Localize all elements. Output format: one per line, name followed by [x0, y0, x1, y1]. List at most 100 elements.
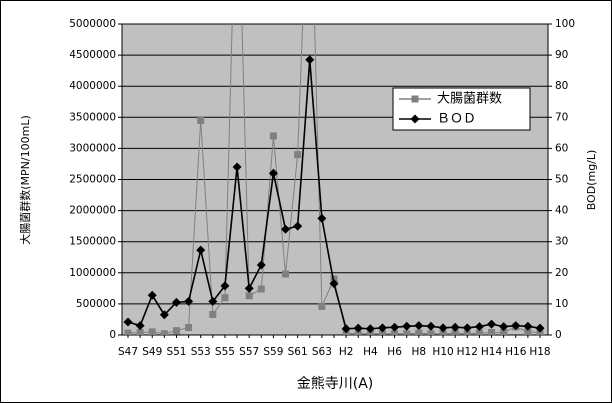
marker: [524, 328, 532, 335]
marker: [488, 329, 496, 335]
marker: [135, 321, 145, 331]
x-tick-label: S53: [191, 346, 211, 358]
y-tick-label: 1500000: [69, 236, 116, 248]
marker: [463, 330, 471, 335]
marker: [221, 294, 229, 302]
marker: [427, 330, 435, 335]
marker: [160, 330, 168, 335]
y2-tick-label: 70: [555, 111, 568, 123]
marker: [438, 323, 448, 333]
marker: [390, 322, 400, 332]
y-tick-label: 5000000: [69, 18, 116, 30]
x-tick-label: H14: [481, 346, 503, 358]
marker: [500, 329, 508, 335]
y-tick-label: 2000000: [69, 205, 116, 217]
marker: [197, 116, 205, 124]
y2-tick-label: 50: [555, 174, 568, 186]
marker: [294, 151, 302, 159]
marker: [159, 310, 169, 320]
x-tick-label: H4: [363, 346, 378, 358]
x-tick-label: S55: [215, 346, 235, 358]
x-tick-label: H10: [432, 346, 453, 358]
x-tick-label: H16: [505, 346, 527, 358]
marker: [414, 321, 424, 331]
marker: [318, 302, 326, 310]
marker: [305, 55, 315, 65]
marker: [196, 245, 206, 255]
y2-tick-label: 10: [555, 298, 568, 310]
y2-axis-title: BOD(mg/L): [585, 150, 598, 211]
marker: [462, 323, 472, 333]
marker: [184, 296, 194, 306]
marker: [415, 329, 423, 335]
marker: [269, 132, 277, 140]
marker: [281, 224, 291, 234]
marker: [171, 297, 181, 307]
marker: [341, 324, 351, 334]
marker: [511, 321, 521, 331]
marker: [402, 321, 412, 331]
marker: [232, 162, 242, 172]
marker: [330, 275, 338, 283]
marker: [377, 323, 387, 333]
legend-marker: [410, 114, 420, 124]
x-tick-label: S63: [312, 346, 332, 358]
y-tick-label: 0: [109, 329, 116, 341]
marker: [317, 213, 327, 223]
marker: [293, 221, 303, 231]
x-tick-label: S49: [142, 346, 162, 358]
marker: [257, 285, 265, 293]
x-tick-label: S51: [166, 346, 186, 358]
marker: [439, 330, 447, 335]
x-tick-label: H8: [412, 346, 427, 358]
y-tick-label: 4500000: [69, 49, 116, 61]
x-tick-label: H12: [457, 346, 478, 358]
marker: [329, 279, 339, 289]
plot-clip: [123, 24, 545, 335]
marker: [474, 322, 484, 332]
y-tick-label: 3500000: [69, 111, 116, 123]
marker: [123, 317, 133, 327]
y2-tick-label: 90: [555, 49, 568, 61]
y2-tick-label: 80: [555, 80, 568, 92]
marker: [487, 319, 497, 329]
marker: [535, 323, 545, 333]
marker: [451, 329, 459, 335]
marker: [148, 328, 156, 335]
x-tick-label: S47: [118, 346, 138, 358]
legend: [392, 87, 531, 131]
y-tick-label: 4000000: [69, 80, 116, 92]
marker: [268, 168, 278, 178]
legend-label: ＢＯＤ: [437, 112, 476, 127]
marker: [378, 330, 386, 335]
marker: [353, 323, 363, 333]
marker: [282, 270, 290, 278]
x-tick-label: H18: [529, 346, 550, 358]
x-tick-label: S61: [288, 346, 308, 358]
y-tick-label: 3000000: [69, 142, 116, 154]
y2-tick-label: 100: [555, 18, 575, 30]
legend-marker: [411, 95, 419, 103]
y2-tick-label: 0: [555, 329, 562, 341]
y-tick-label: 1000000: [69, 267, 116, 279]
marker: [124, 329, 132, 335]
y2-tick-label: 60: [555, 142, 568, 154]
marker: [185, 324, 193, 332]
marker: [256, 260, 266, 270]
marker: [391, 330, 399, 335]
marker: [209, 310, 217, 318]
x-tick-label: S59: [263, 346, 283, 358]
y-tick-label: 500000: [76, 298, 116, 310]
marker: [136, 329, 144, 335]
x-axis-title: 金熊寺川(A): [297, 376, 374, 392]
marker: [426, 321, 436, 331]
legend-label: 大腸菌群数: [437, 92, 502, 107]
marker: [172, 327, 180, 335]
y-tick-label: 2500000: [69, 174, 116, 186]
marker: [220, 281, 230, 291]
y-axis-title: 大腸菌群数(MPN/100mL): [18, 115, 32, 244]
marker: [475, 329, 483, 335]
y2-tick-label: 40: [555, 205, 568, 217]
x-tick-label: H6: [387, 346, 402, 358]
